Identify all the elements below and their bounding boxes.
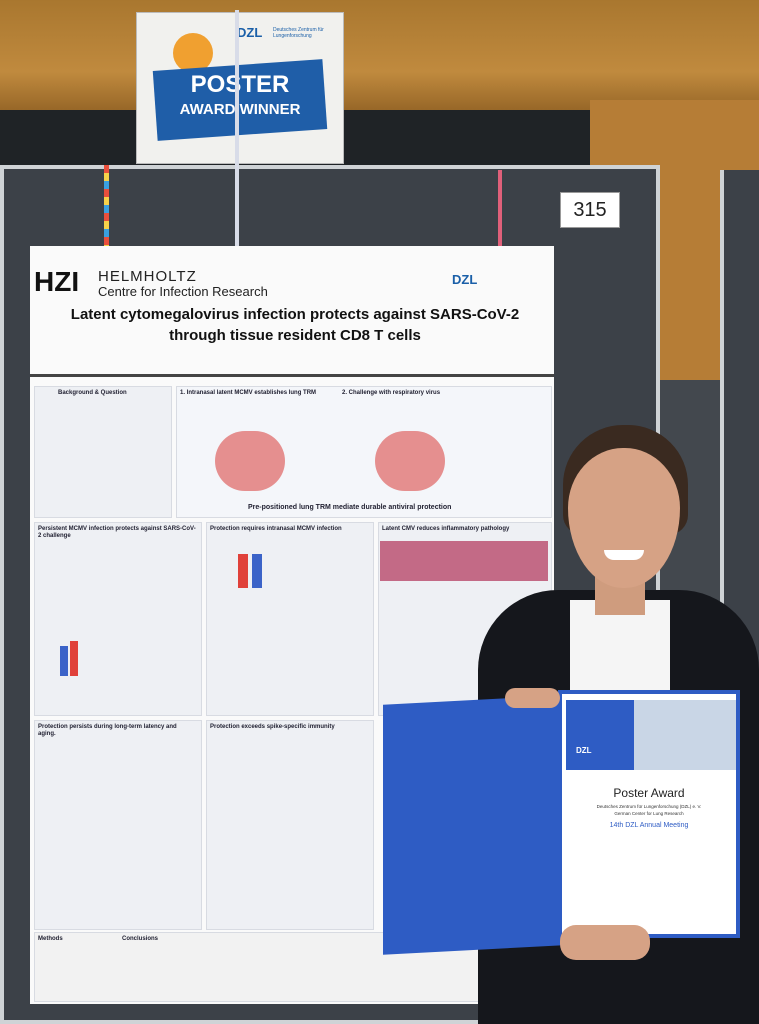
section-title: Conclusions: [122, 936, 159, 942]
cert-logo: DZL: [576, 746, 592, 755]
institute: HELMHOLTZ: [98, 268, 197, 285]
hand: [505, 688, 560, 708]
section-title: Persistent MCMV infection protects again…: [38, 526, 196, 539]
section-title: Methods: [38, 936, 63, 942]
ribbon-string: [235, 10, 239, 300]
cert-meeting: 14th DZL Annual Meeting: [609, 822, 689, 829]
cert-title: Poster Award: [613, 786, 685, 800]
certificate: DZL Poster Award Deutsches Zentrum für L…: [558, 690, 740, 938]
section-title: Protection requires intranasal MCMV infe…: [210, 526, 342, 532]
sign-line2: AWARD WINNER: [179, 101, 301, 118]
section-title: 1. Intranasal latent MCMV establishes lu…: [180, 390, 317, 396]
panel: [34, 386, 172, 518]
dzl-logo: DZL: [452, 272, 478, 287]
board-number: 315: [560, 192, 620, 228]
panel: [34, 522, 202, 716]
bar-icon: [60, 646, 68, 676]
sign-line1: POSTER: [190, 71, 290, 98]
face: [568, 448, 680, 588]
section-title: 2. Challenge with respiratory virus: [342, 390, 441, 396]
panel: [206, 522, 374, 716]
bar-icon: [252, 554, 262, 588]
bar-icon: [238, 554, 248, 588]
section-title: Background & Question: [58, 390, 127, 396]
poster-title: Latent cytomegalovirus infection protect…: [70, 306, 520, 344]
lung: [375, 431, 445, 491]
cert-org-en: German Center for Lung Research: [614, 811, 684, 816]
sign-org: Deutsches Zentrum für Lungenforschung: [273, 27, 324, 39]
section-title: Protection persists during long-term lat…: [38, 724, 177, 737]
section-title: Latent CMV reduces inflammatory patholog…: [382, 526, 510, 532]
award-sign: DZL Deutsches Zentrum für Lungenforschun…: [136, 12, 344, 164]
institute-sub: Centre for Infection Research: [98, 284, 268, 299]
sign-logo: DZL: [237, 25, 263, 40]
certificate-banner: [566, 700, 736, 770]
folder: [383, 695, 563, 955]
hand: [560, 925, 650, 960]
cert-org: Deutsches Zentrum für Lungenforschung (D…: [596, 804, 702, 809]
section-title: Pre-positioned lung TRM mediate durable …: [248, 504, 452, 511]
histology: [380, 541, 548, 581]
section-title: Protection exceeds spike-specific immuni…: [210, 724, 335, 730]
panel: [34, 720, 202, 930]
lung: [215, 431, 285, 491]
hzi-logo: HZI: [34, 266, 80, 297]
bar-icon: [70, 641, 78, 676]
smile: [604, 550, 644, 560]
panel: [206, 720, 374, 930]
rule: [30, 374, 554, 377]
